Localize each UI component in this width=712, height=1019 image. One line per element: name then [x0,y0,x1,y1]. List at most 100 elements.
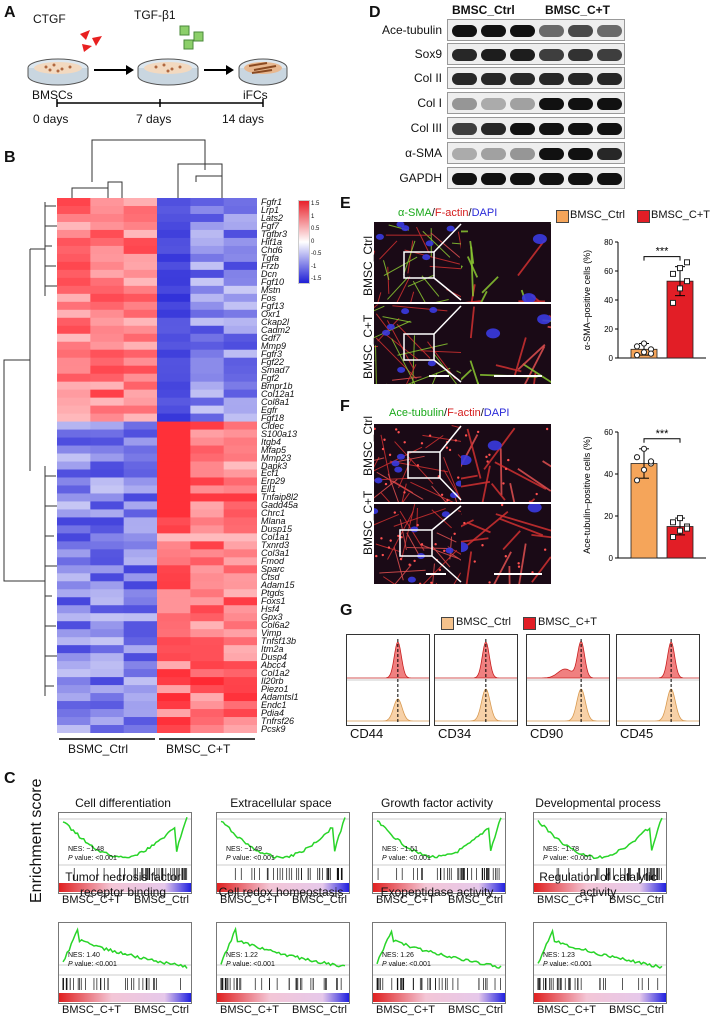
heatmap-cell [90,221,125,231]
heatmap-cell [223,421,257,431]
g-legend-ctrl: BMSC_Ctrl [456,616,512,628]
heatmap-cell [57,637,91,646]
wb-blot-strip [447,117,625,139]
gene-label: Col12a1 [261,388,295,399]
wb-band [539,25,564,37]
heatmap-cell [190,453,225,463]
heatmap-cell [90,269,125,279]
e-stain-label: α-SMA/F-actin/DAPI [398,207,497,219]
heatmap-cell [123,381,158,391]
heatmap-cell [157,717,191,726]
heatmap-cell [123,597,158,606]
heatmap-cell [157,269,191,279]
heatmap-cell [190,373,225,383]
heatmap-cell [190,237,225,247]
heatmap-cell [190,573,225,582]
heatmap-cell [223,509,257,518]
heatmap-cell [157,461,191,470]
heatmap-cell [57,213,91,223]
heatmap-cell [190,285,225,295]
heatmap-cell [157,261,191,271]
rank-gradient-bar [534,993,666,1002]
heatmap-cell [157,309,191,319]
heatmap-cell [190,205,225,215]
gsea-nes: NES: 1.22 [226,952,258,959]
heatmap-cell [123,549,158,558]
heatmap-cell [57,301,91,311]
flow-curve [435,688,517,722]
heatmap-cell [90,605,125,614]
gene-label: Ckap2l [261,316,290,327]
flow-curve [527,688,609,722]
wb-band [452,148,477,160]
heatmap-cell [123,317,158,327]
heatmap-cell [90,653,125,662]
gsea-pvalue-text: value: <0.001 [547,855,592,862]
wb-band [568,148,593,160]
heatmap-cell [157,605,191,614]
heatmap-cell [57,677,91,686]
data-point [640,349,648,356]
heatmap-cell [90,469,125,478]
panel-label-c: C [4,770,16,787]
heatmap-cell [90,501,125,510]
enrichment-curve [62,817,188,859]
heatmap-cell [90,253,125,263]
stain-label-part: / [480,407,484,419]
heatmap-cell [123,717,158,726]
data-point [670,534,676,540]
wb-band [510,173,535,185]
heatmap-cell [57,261,91,271]
heatmap-cell [190,517,225,526]
heatmap-cell [157,317,191,327]
heatmap-cell [190,541,225,550]
flow-histogram [346,634,430,726]
gene-label: Sparc [261,564,285,575]
wb-band [597,148,622,160]
heatmap-cell [223,573,257,582]
gsea-axis-right: BMSC_Ctrl [134,1004,190,1016]
heatmap-grid [57,198,257,733]
gene-label: Cadm2 [261,324,291,335]
heatmap-cell [57,565,91,574]
heatmap-cell [123,565,158,574]
panel-label-a: A [4,4,16,21]
heatmap-cell [223,677,257,686]
flow-curve [617,688,699,722]
heatmap-cell [123,357,158,367]
f-stain-label: Ace-tubulin/F-actin/DAPI [389,407,509,419]
gsea-axis-right: BMSC_Ctrl [292,1004,348,1016]
wb-band [481,73,506,85]
heatmap-cell [157,725,191,733]
heatmap-cell [157,285,191,295]
heatmap-cell [223,205,257,215]
heatmap-cell [190,253,225,263]
y-tick-label: 0 [609,554,614,563]
wb-band [452,25,477,37]
gsea-nes: NES: −1.48 [68,846,104,853]
gsea-nes: NES: −1.78 [543,846,579,853]
flow-histogram [616,634,700,726]
gene-label: Pcsk9 [261,724,286,734]
heatmap-color-scale [298,200,310,284]
heatmap-cell [57,485,91,494]
wb-blot-strip [447,19,625,41]
wb-band [452,49,477,61]
gene-label: Fmod [261,556,285,567]
dish-bmsc-icon [27,58,89,86]
heatmap-cell [90,581,125,590]
heatmap-cell [223,701,257,710]
heatmap-cell [90,309,125,319]
heatmap-cell [190,277,225,287]
gene-label: Tgfbr3 [261,228,288,239]
heatmap-cell [157,517,191,526]
heatmap-cell [190,629,225,638]
gene-label: Col1a2 [261,668,290,679]
heatmap-cell [123,645,158,654]
wb-band [539,173,564,185]
data-point [640,466,648,473]
heatmap-cell [157,405,191,415]
heatmap-cell [90,397,125,407]
heatmap-cell [90,317,125,327]
gene-label: Bmpr1b [261,380,293,391]
